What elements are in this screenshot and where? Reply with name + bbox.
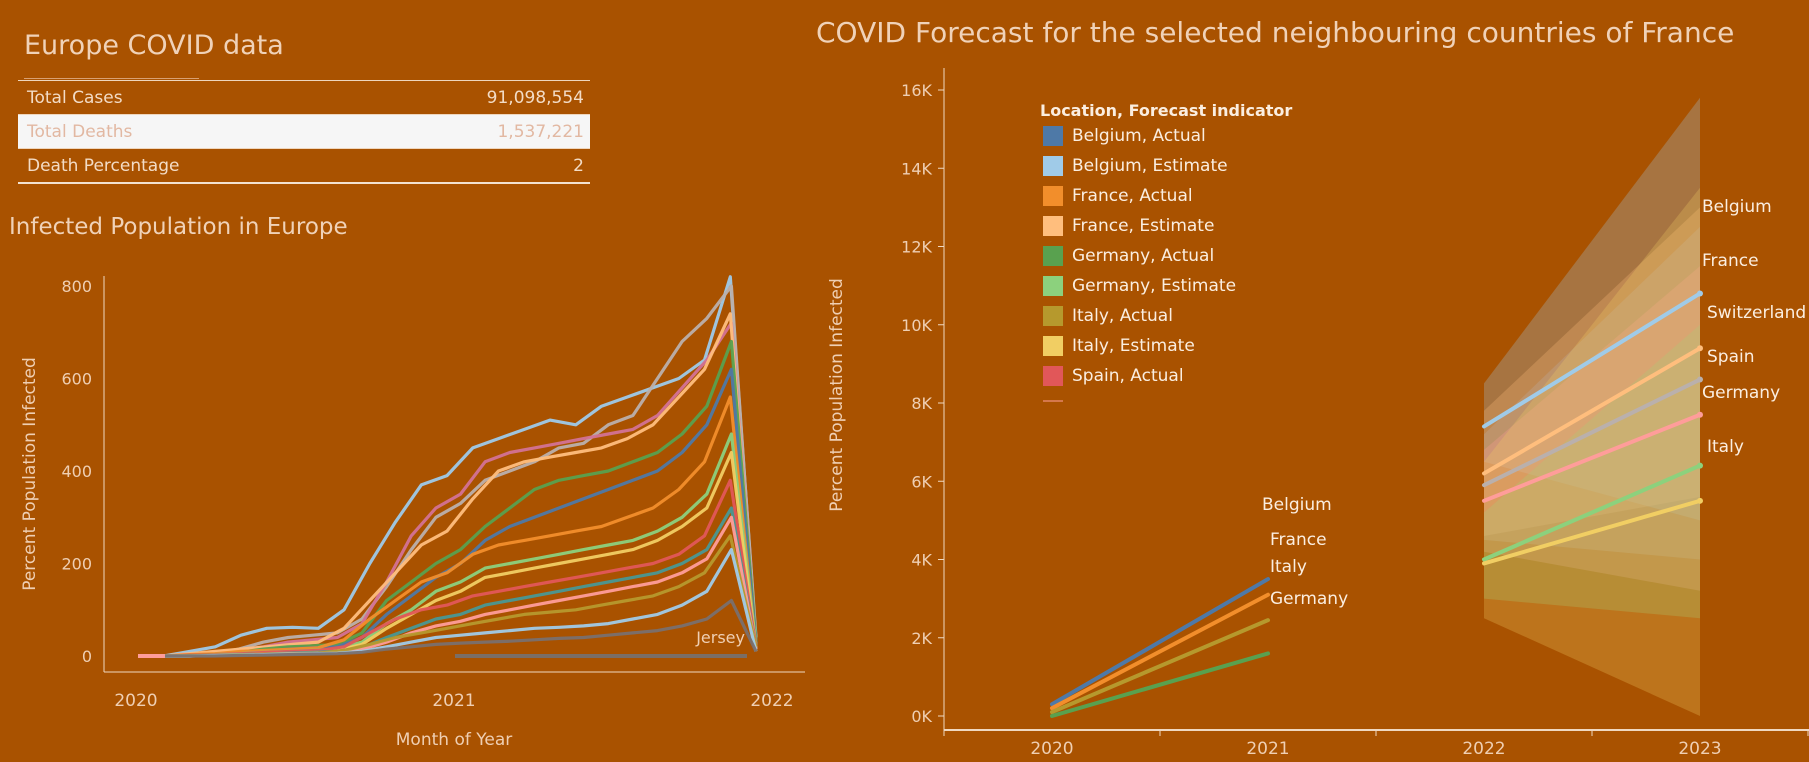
kpi-row-total-cases[interactable]: Total Cases 91,098,554 — [18, 80, 590, 114]
actual-label: Belgium — [1262, 495, 1332, 515]
y-tick-label: 600 — [61, 370, 92, 389]
series-line — [165, 598, 758, 658]
y-tick-label: 0K — [911, 707, 932, 726]
x-tick-label: 2021 — [432, 691, 475, 711]
kpi-title: Europe COVID data — [24, 30, 284, 61]
infected-population-chart[interactable]: 0 200 400 600 800 2020 2021 2022 Month of Year Pe… — [0, 250, 810, 762]
estimate-line — [1482, 291, 1702, 429]
x-tick-label: 2020 — [1030, 739, 1073, 759]
series-line — [138, 395, 758, 658]
forecast-band — [1484, 226, 1700, 560]
estimate-end-point — [1697, 411, 1703, 418]
forecast-chart[interactable]: 0K 2K 4K 6K 8K 10K 12K 14K 16K 2020 2021 2022 2023 Pe… — [810, 60, 1809, 762]
legend-swatch — [1043, 336, 1063, 356]
kpi-row-death-percentage[interactable]: Death Percentage 2 — [18, 148, 590, 184]
estimate-line — [1482, 463, 1702, 562]
y-tick-label: 6K — [911, 472, 932, 491]
estimate-end-point — [1697, 497, 1703, 504]
kpi-value: 2 — [573, 156, 584, 176]
y-tick-label: 400 — [61, 462, 92, 481]
forecast-band — [1484, 97, 1700, 521]
kpi-row-total-deaths[interactable]: Total Deaths 1,537,221 — [18, 114, 590, 148]
legend-swatch — [1043, 366, 1063, 386]
y-tick-label: 2K — [911, 629, 932, 648]
legend-swatch — [1043, 216, 1063, 236]
estimate-end-point — [1697, 345, 1703, 352]
actual-label: France — [1270, 530, 1327, 550]
actual-line — [1050, 651, 1270, 718]
y-tick-label: 0 — [82, 647, 92, 666]
forecast-band — [1484, 324, 1700, 619]
kpi-table: Total Cases 91,098,554 Total Deaths 1,53… — [18, 80, 590, 184]
estimate-line — [1482, 412, 1702, 503]
y-tick-label: 200 — [61, 555, 92, 574]
y-tick-label: 14K — [901, 159, 932, 178]
kpi-value: 91,098,554 — [486, 88, 584, 108]
series-line — [165, 548, 758, 658]
actual-label: Germany — [1270, 589, 1348, 609]
x-tick-label: 2020 — [114, 691, 157, 711]
y-tick-label: 4K — [911, 551, 932, 570]
estimate-label: Spain — [1707, 347, 1755, 367]
x-tick-label: 2023 — [1678, 739, 1721, 759]
estimate-line — [1482, 498, 1702, 566]
kpi-label: Total Cases — [27, 88, 123, 108]
legend-swatch — [1043, 126, 1063, 146]
estimate-end-point — [1697, 462, 1703, 469]
forecast-band — [1484, 266, 1700, 591]
legend-swatch — [1043, 186, 1063, 206]
actual-label: Italy — [1270, 557, 1307, 577]
estimate-label: Germany — [1702, 383, 1780, 403]
legend-swatch — [1043, 246, 1063, 266]
actual-line — [1050, 618, 1270, 715]
estimate-label: Belgium — [1702, 197, 1772, 217]
legend-label: France, Actual — [1072, 186, 1193, 206]
legend-swatch — [1043, 156, 1063, 176]
y-axis-title: Percent Population Infected — [20, 357, 40, 591]
y-tick-label: 16K — [901, 81, 932, 100]
actual-line — [1050, 577, 1270, 707]
legend-label: Germany, Actual — [1072, 246, 1214, 266]
kpi-label: Total Deaths — [27, 122, 133, 142]
legend-label: Belgium, Estimate — [1072, 156, 1228, 176]
x-tick-label: 2022 — [1462, 739, 1505, 759]
y-axis-title: Percent Population Infected — [827, 278, 847, 512]
legend-label: Italy, Actual — [1072, 306, 1173, 326]
legend-label: Germany, Estimate — [1072, 276, 1236, 296]
actual-line — [1050, 592, 1270, 711]
forecast-chart-title: COVID Forecast for the selected neighbou… — [816, 16, 1735, 49]
y-tick-label: 800 — [61, 277, 92, 296]
kpi-title-underline — [24, 78, 199, 79]
forecast-band — [1484, 187, 1700, 717]
series-line — [165, 284, 758, 658]
x-tick-label: 2021 — [1246, 739, 1289, 759]
estimate-line — [1482, 377, 1702, 488]
series-line — [138, 312, 758, 658]
y-tick-label: 8K — [911, 394, 932, 413]
estimate-line — [1482, 346, 1702, 476]
series-line — [165, 321, 758, 658]
legend-swatch — [1043, 306, 1063, 326]
kpi-value: 1,537,221 — [497, 122, 584, 142]
infected-chart-title: Infected Population in Europe — [9, 214, 348, 240]
kpi-label: Death Percentage — [27, 156, 180, 176]
legend-label: Italy, Estimate — [1072, 336, 1195, 356]
legend-title: Location, Forecast indicator — [1040, 101, 1292, 120]
y-tick-label: 12K — [901, 238, 932, 257]
estimate-label: France — [1702, 251, 1759, 271]
estimate-label: Italy — [1707, 437, 1744, 457]
x-tick-label: 2022 — [750, 691, 793, 711]
legend-label: Spain, Actual — [1072, 366, 1184, 386]
estimate-label: Switzerland — [1707, 303, 1806, 323]
estimate-end-point — [1697, 290, 1703, 297]
estimate-end-point — [1697, 376, 1703, 383]
legend-label: Belgium, Actual — [1072, 126, 1206, 146]
x-axis-title: Month of Year — [396, 730, 512, 750]
annotation-label: Jersey — [695, 628, 745, 647]
legend-swatch — [1043, 276, 1063, 296]
y-tick-label: 10K — [901, 316, 932, 335]
forecast-band — [1484, 207, 1700, 536]
legend-label: France, Estimate — [1072, 216, 1214, 236]
